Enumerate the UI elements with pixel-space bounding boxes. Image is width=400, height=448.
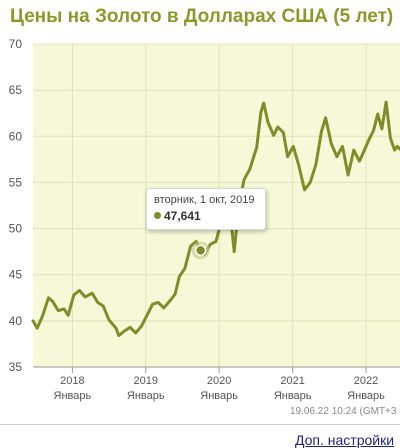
hover-marker-group [191, 241, 210, 260]
hover-point [194, 244, 207, 257]
y-tick-label-35: 35 [9, 360, 23, 374]
tooltip-series-dot-icon [154, 212, 161, 219]
y-tick-label-65: 65 [9, 83, 23, 97]
x-tick-month-2018: Январь [54, 390, 92, 402]
y-tick-label-70: 70 [9, 37, 23, 51]
tooltip-value-row: 47,641 [154, 209, 258, 223]
y-axis: 35 40 45 50 55 60 65 70 [9, 37, 23, 374]
tooltip-value: 47,641 [164, 209, 201, 223]
y-tick-label-60: 60 [9, 129, 23, 143]
timestamp-label: 19.06.22 10:24 (GMT+3 [290, 406, 397, 417]
x-tick-month-2019: Январь [127, 390, 165, 402]
footer-divider [0, 424, 400, 425]
x-axis: 2018 Январь 2019 Январь 2020 Январь 2021 Январь… [33, 366, 400, 402]
x-tick-year-2019: 2019 [134, 375, 158, 387]
x-tick-month-2022: Январь [347, 390, 385, 402]
x-tick-year-2020: 2020 [207, 375, 231, 387]
x-tick-year-2018: 2018 [60, 375, 84, 387]
y-tick-label-40: 40 [9, 314, 23, 328]
data-tooltip: вторник, 1 окт, 2019 47,641 [146, 188, 266, 230]
x-tick-month-2020: Январь [200, 390, 238, 402]
tooltip-date: вторник, 1 окт, 2019 [154, 194, 255, 206]
more-settings-link[interactable]: Доп. настройки [295, 432, 395, 448]
y-tick-label-50: 50 [9, 222, 23, 236]
x-tick-month-2021: Январь [274, 390, 312, 402]
y-tick-label-55: 55 [9, 175, 23, 189]
chart-title: Цены на Золото в Долларах США (5 лет) [10, 6, 394, 27]
x-tick-year-2022: 2022 [354, 375, 378, 387]
y-tick-label-45: 45 [9, 268, 23, 282]
x-tick-year-2021: 2021 [280, 375, 304, 387]
